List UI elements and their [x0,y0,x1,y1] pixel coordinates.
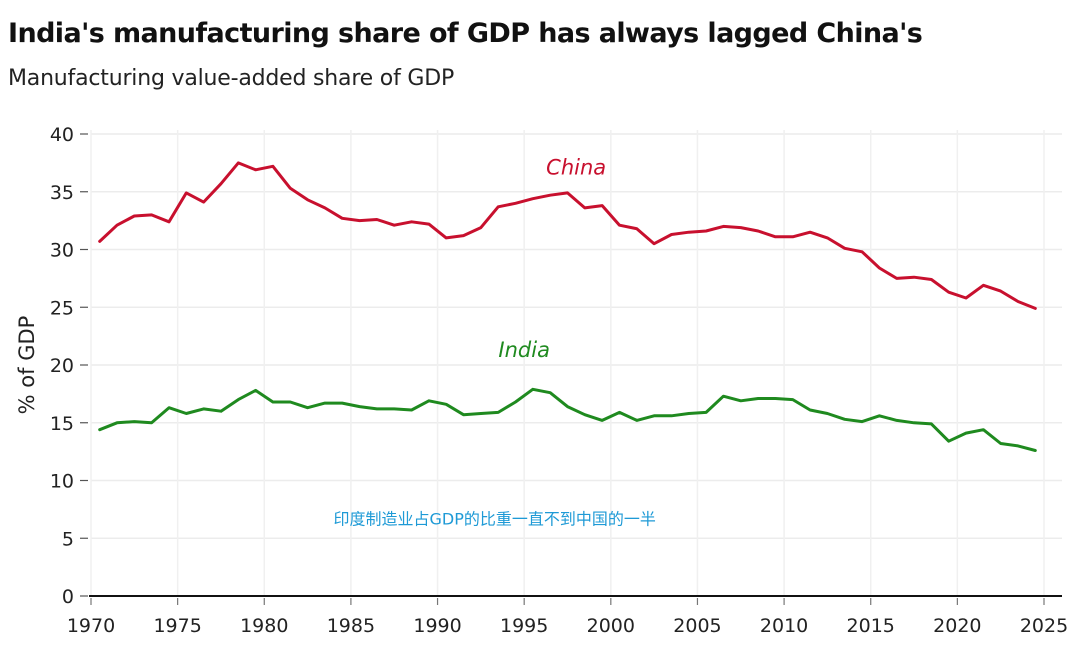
grid-lines [90,130,1062,596]
series-labels: China India [498,155,606,361]
y-axis: 0 5 10 15 20 25 30 35 40 [50,124,88,608]
series-line-india [98,387,1037,452]
x-tick-label: 2015 [847,615,895,637]
x-tick-label: 1980 [240,615,288,637]
series-label-india: India [498,338,550,362]
y-axis-title: % of GDP [15,316,39,415]
y-tick-label: 5 [62,528,74,550]
y-tick-label: 35 [50,182,74,204]
y-tick-label: 40 [50,124,74,146]
annotations: 印度制造业占GDP的比重一直不到中国的一半 [334,509,656,528]
x-tick-label: 1985 [327,615,375,637]
series-group [98,161,1037,452]
series-line-china [98,161,1037,310]
x-tick-label: 2010 [760,615,808,637]
y-tick-label: 10 [50,471,74,493]
x-tick-label: 2020 [933,615,981,637]
y-tick-label: 15 [50,413,74,435]
x-tick-label: 2025 [1020,615,1068,637]
series-label-china: China [546,155,606,179]
chart-title: India's manufacturing share of GDP has a… [8,18,923,49]
y-tick-label: 25 [50,297,74,319]
chart-annotation: 印度制造业占GDP的比重一直不到中国的一半 [334,509,656,528]
x-tick-label: 1990 [413,615,461,637]
x-axis: 1970 1975 1980 1985 1990 1995 2000 2005 2010 2015… [67,595,1068,637]
y-tick-label: 0 [62,586,74,608]
x-tick-label: 2000 [587,615,635,637]
x-tick-label: 1995 [500,615,548,637]
x-tick-label: 1975 [153,615,201,637]
chart-subtitle: Manufacturing value-added share of GDP [8,66,455,91]
x-tick-label: 2005 [673,615,721,637]
y-tick-label: 20 [50,355,74,377]
x-tick-label: 1970 [67,615,115,637]
y-tick-label: 30 [50,240,74,262]
